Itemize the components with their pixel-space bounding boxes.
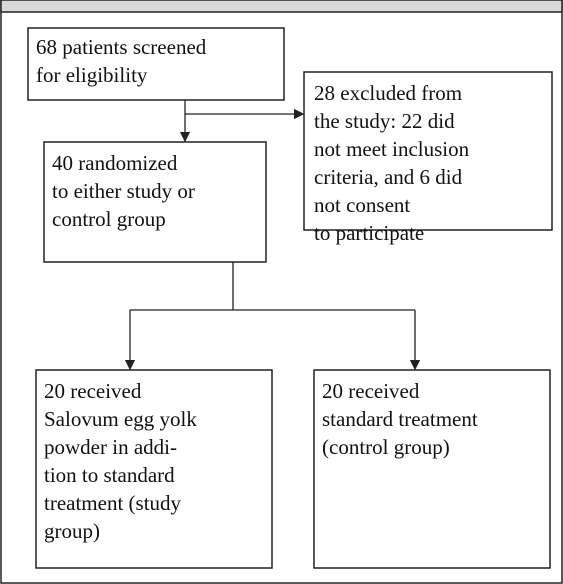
box-control: [313, 369, 551, 569]
box-randomized: [43, 141, 267, 263]
box-excluded: [303, 71, 553, 231]
node-text: to participate: [314, 221, 424, 245]
node-text: (control group): [322, 435, 450, 459]
node-text: 68 patients screened: [36, 35, 207, 59]
node-text: not consent: [314, 193, 410, 217]
node-text: for eligibility: [36, 63, 148, 87]
node-text: 28 excluded from: [314, 81, 462, 105]
node-text: standard treatment: [322, 407, 478, 431]
box-screened: [27, 27, 285, 101]
node-text: 20 received: [44, 379, 142, 403]
node-text: treatment (study: [44, 491, 182, 515]
node-text: control group: [52, 207, 166, 231]
box-study: [35, 369, 273, 569]
header-band: [0, 0, 563, 13]
node-text: criteria, and 6 did: [314, 165, 463, 189]
node-text: tion to standard: [44, 463, 175, 487]
node-text: not meet inclusion: [314, 137, 470, 161]
node-text: group): [44, 519, 100, 543]
node-text: 40 randomized: [52, 151, 178, 175]
node-text: the study: 22 did: [314, 109, 455, 133]
node-text: 20 received: [322, 379, 420, 403]
node-text: Salovum egg yolk: [44, 407, 197, 431]
node-text: to either study or: [52, 179, 195, 203]
node-text: powder in addi-: [44, 435, 177, 459]
